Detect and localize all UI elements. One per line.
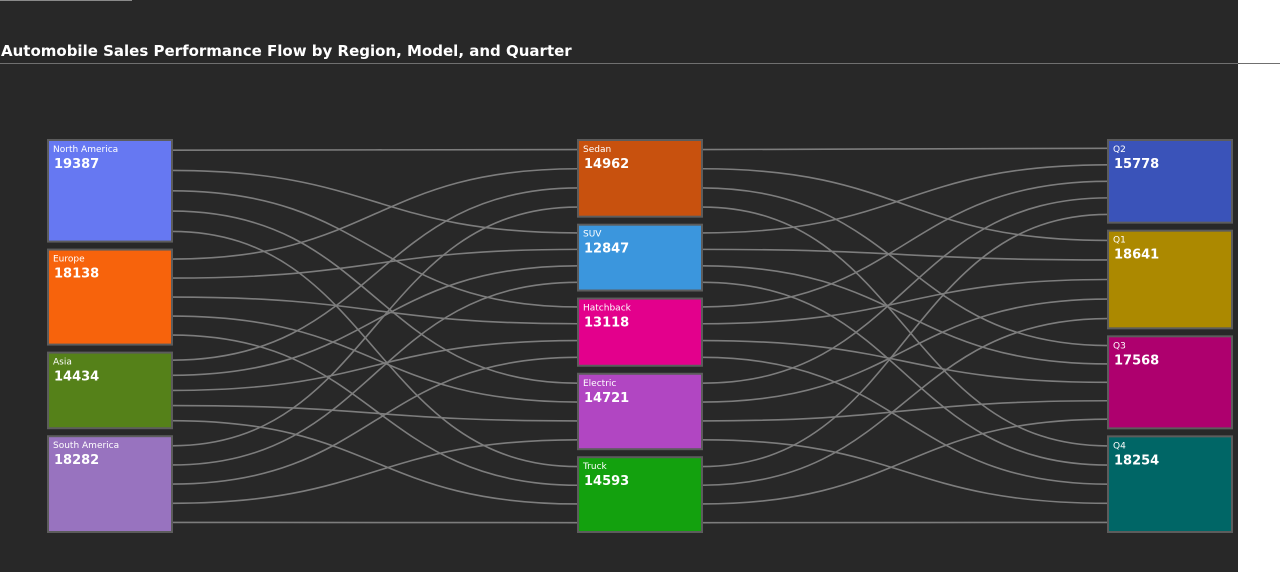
node-q2-label: Q2 — [1113, 145, 1126, 155]
node-south-america-label: South America — [53, 441, 119, 451]
node-sedan-label: Sedan — [583, 145, 611, 155]
link-europe-to-sedan — [171, 167, 579, 260]
node-q4-label: Q4 — [1113, 441, 1126, 451]
link-hatchback-to-q1 — [701, 278, 1109, 325]
link-asia-to-hatchback — [171, 339, 579, 392]
node-north-america-label: North America — [53, 145, 118, 155]
node-europe-value: 18138 — [54, 267, 99, 282]
node-hatchback-bar — [577, 297, 703, 367]
node-south-america[interactable]: South America 18282 — [47, 435, 173, 534]
node-q1-label: Q1 — [1113, 236, 1126, 246]
node-suv[interactable]: SUV 12847 — [577, 223, 703, 292]
node-q1[interactable]: Q1 18641 — [1107, 229, 1233, 330]
link-north-america-to-truck — [171, 230, 579, 468]
node-q3-value: 17568 — [1114, 353, 1159, 368]
node-q2-value: 15778 — [1114, 157, 1159, 172]
node-europe-label: Europe — [53, 255, 85, 265]
node-south-america-bar — [47, 435, 173, 534]
node-asia-bar — [47, 351, 173, 430]
link-sedan-to-q1 — [701, 167, 1109, 242]
node-sedan[interactable]: Sedan 14962 — [577, 139, 703, 218]
link-asia-to-suv — [171, 265, 579, 377]
node-sedan-value: 14962 — [584, 157, 629, 172]
node-q4-value: 18254 — [1114, 453, 1159, 468]
link-suv-to-q4 — [701, 281, 1109, 466]
node-q1-bar — [1107, 229, 1233, 330]
chart-title: Automobile Sales Performance Flow by Reg… — [1, 42, 572, 60]
link-europe-to-electric — [171, 315, 579, 403]
node-asia-label: Asia — [53, 358, 72, 368]
node-truck[interactable]: Truck 14593 — [577, 456, 703, 534]
node-electric-label: Electric — [583, 379, 616, 389]
node-hatchback[interactable]: Hatchback 13118 — [577, 297, 703, 367]
link-truck-to-q1 — [701, 317, 1109, 487]
link-truck-to-q3 — [701, 418, 1109, 505]
node-suv-value: 12847 — [584, 242, 629, 257]
node-q3-bar — [1107, 335, 1233, 430]
node-q1-value: 18641 — [1114, 248, 1159, 263]
link-sedan-to-q4 — [701, 206, 1109, 447]
link-truck-to-q2 — [701, 213, 1109, 468]
node-north-america-bar — [47, 139, 173, 243]
node-north-america-value: 19387 — [54, 157, 99, 172]
link-electric-to-q3 — [701, 399, 1109, 422]
link-north-america-to-hatchback — [171, 189, 579, 308]
link-europe-to-truck — [171, 334, 579, 487]
node-q4[interactable]: Q4 18254 — [1107, 435, 1233, 533]
node-hatchback-label: Hatchback — [583, 304, 632, 314]
node-q3-label: Q3 — [1113, 341, 1126, 351]
node-europe-bar — [47, 248, 173, 346]
node-q3[interactable]: Q3 17568 — [1107, 335, 1233, 430]
node-electric[interactable]: Electric 14721 — [577, 372, 703, 451]
flow-nodes: North America 19387 Europe 18138 Asia 14434 So… — [47, 139, 1233, 534]
link-hatchback-to-q4 — [701, 356, 1109, 485]
link-asia-to-truck — [171, 419, 579, 505]
link-south-america-to-electric — [171, 438, 579, 505]
link-hatchback-to-q2 — [701, 180, 1109, 308]
flow-links — [171, 147, 1109, 524]
node-q4-bar — [1107, 435, 1233, 533]
title-divider — [0, 63, 1280, 64]
node-electric-value: 14721 — [584, 391, 629, 406]
node-north-america[interactable]: North America 19387 — [47, 139, 173, 243]
node-electric-bar — [577, 372, 703, 451]
link-north-america-to-sedan — [171, 148, 579, 151]
link-hatchback-to-q3 — [701, 339, 1109, 384]
node-q2-bar — [1107, 139, 1233, 224]
node-south-america-value: 18282 — [54, 453, 99, 468]
link-sedan-to-q3 — [701, 187, 1109, 347]
link-sedan-to-q2 — [701, 147, 1109, 151]
node-europe[interactable]: Europe 18138 — [47, 248, 173, 346]
link-south-america-to-suv — [171, 281, 579, 466]
node-truck-value: 14593 — [584, 474, 629, 489]
link-south-america-to-hatchback — [171, 356, 579, 485]
link-asia-to-sedan — [171, 187, 579, 361]
node-suv-label: SUV — [583, 230, 602, 240]
link-suv-to-q1 — [701, 248, 1109, 261]
node-asia[interactable]: Asia 14434 — [47, 351, 173, 430]
link-electric-to-q1 — [701, 298, 1109, 403]
link-europe-to-suv — [171, 248, 579, 279]
node-suv-bar — [577, 223, 703, 292]
link-europe-to-hatchback — [171, 296, 579, 325]
node-q2[interactable]: Q2 15778 — [1107, 139, 1233, 224]
link-south-america-to-sedan — [171, 206, 579, 447]
tab-indicator — [0, 0, 132, 1]
link-suv-to-q2 — [701, 163, 1109, 234]
node-asia-value: 14434 — [54, 370, 99, 385]
node-sedan-bar — [577, 139, 703, 218]
link-north-america-to-electric — [171, 210, 579, 384]
link-electric-to-q4 — [701, 438, 1109, 505]
link-suv-to-q3 — [701, 265, 1109, 365]
link-north-america-to-suv — [171, 169, 579, 234]
node-hatchback-value: 13118 — [584, 316, 629, 331]
node-truck-label: Truck — [582, 462, 608, 472]
link-electric-to-q2 — [701, 197, 1109, 384]
sankey-chart: North America 19387 Europe 18138 Asia 14434 So… — [47, 139, 1233, 534]
node-truck-bar — [577, 456, 703, 534]
link-asia-to-electric — [171, 404, 579, 422]
